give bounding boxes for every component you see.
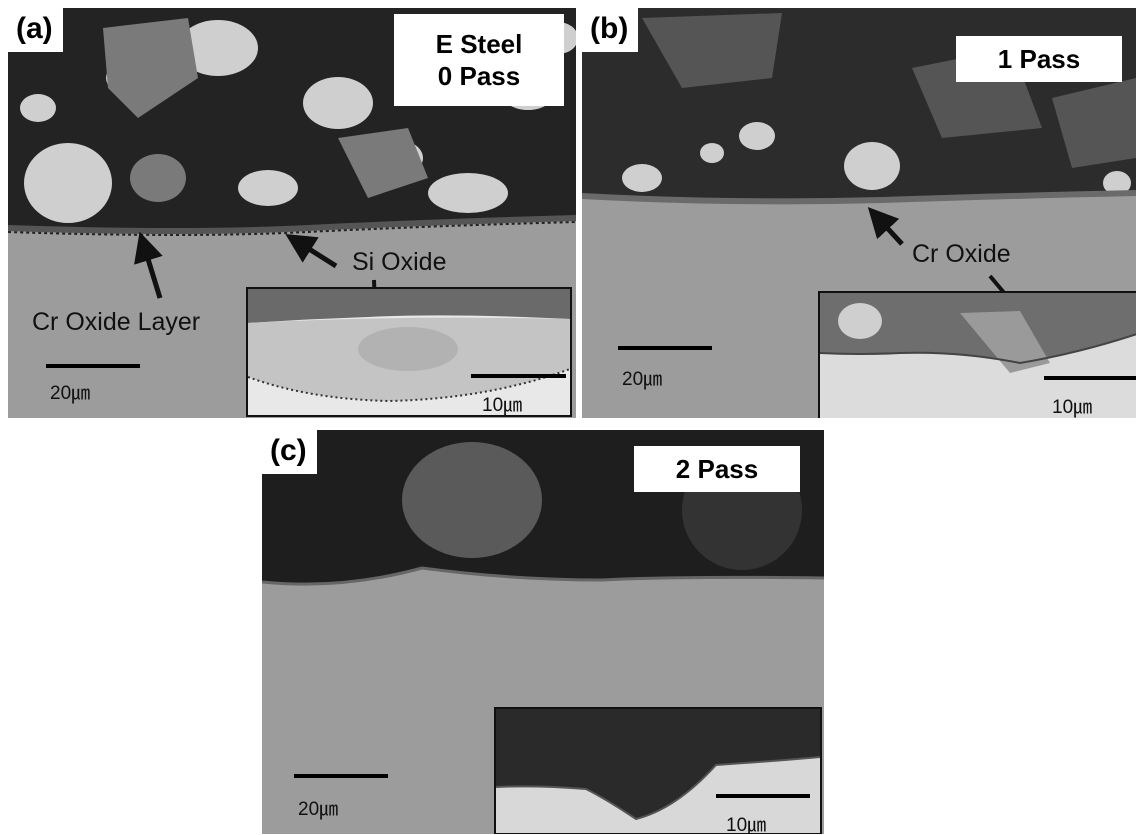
inset-micrograph-b [820, 293, 1136, 418]
panel-letter-b: (b) [582, 8, 639, 52]
inset-micrograph-a [248, 289, 570, 415]
panel-a: (a) E Steel 0 Pass Cr Oxide Layer Si Oxi… [8, 8, 576, 418]
scale-bar-b [618, 346, 712, 350]
inset-micrograph-c [496, 709, 820, 833]
panel-title-a: E Steel 0 Pass [394, 14, 564, 106]
label-si-oxide: Si Oxide [352, 248, 447, 276]
label-cr-oxide: Cr Oxide [912, 240, 1011, 268]
inset-c [494, 707, 822, 834]
scale-label-b: 20㎛ [622, 369, 663, 390]
scale-label-c-inset: 10㎛ [726, 815, 767, 834]
scale-label-a: 20㎛ [50, 383, 91, 404]
label-cr-oxide-layer: Cr Oxide Layer [32, 308, 201, 336]
scale-bar-a-inset [471, 374, 566, 378]
panel-letter-c: (c) [262, 430, 317, 474]
scale-label-a-inset: 10㎛ [482, 395, 523, 416]
scale-bar-c-inset [716, 794, 810, 798]
panel-title-b: 1 Pass [956, 36, 1122, 82]
inset-a [246, 287, 572, 417]
panel-title-a-line2: 0 Pass [437, 61, 521, 91]
scale-label-c: 20㎛ [298, 799, 339, 820]
panel-b: (b) 1 Pass Cr Oxide 20㎛ 10㎛ [582, 8, 1136, 418]
scale-bar-c [294, 774, 388, 778]
panel-c: (c) 2 Pass 20㎛ 10㎛ [262, 430, 824, 834]
scale-bar-b-inset [1044, 376, 1136, 380]
scale-bar-a [46, 364, 140, 368]
panel-letter-a: (a) [8, 8, 63, 52]
panel-title-a-line1: E Steel [435, 29, 523, 59]
panel-title-c: 2 Pass [634, 446, 800, 492]
scale-label-b-inset: 10㎛ [1052, 397, 1093, 418]
inset-b [818, 291, 1136, 418]
